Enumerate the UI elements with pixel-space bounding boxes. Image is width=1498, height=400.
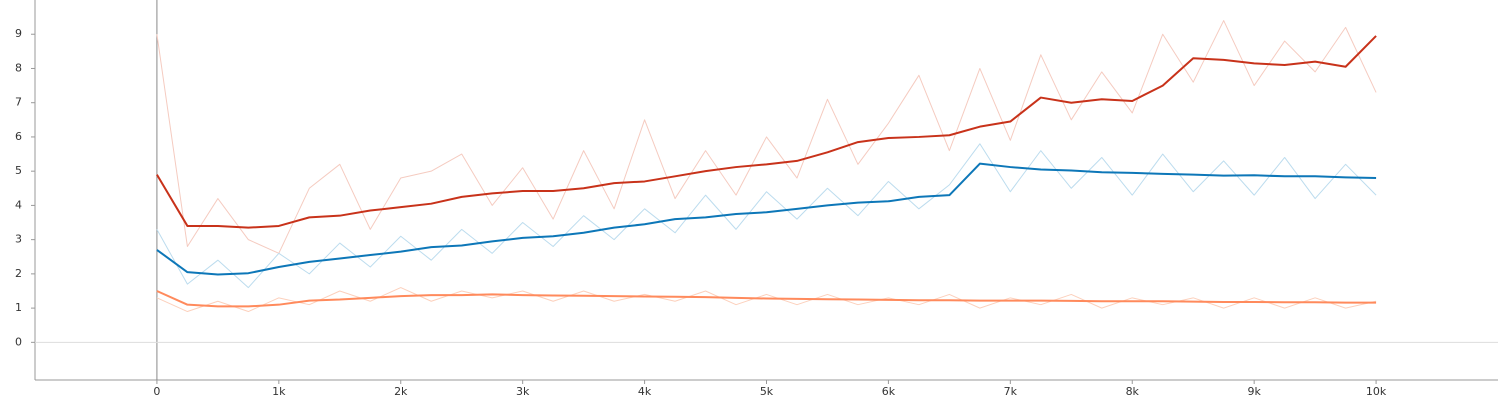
x-tick-label: 9k [1247,385,1261,398]
y-tick-label: 8 [15,61,22,74]
x-tick-label: 10k [1366,385,1387,398]
series-line [156,143,1377,289]
y-tick-label: 0 [15,335,22,348]
y-tick-label: 1 [15,301,22,314]
y-tick-label: 4 [15,198,22,211]
y-tick-label: 9 [15,27,22,40]
x-tick-label: 8k [1126,385,1140,398]
series-line [156,290,1377,308]
x-tick-label: 7k [1004,385,1018,398]
x-tick-label: 1k [272,385,286,398]
x-tick-label: 0 [153,385,160,398]
x-tick-label: 5k [760,385,774,398]
x-tick-label: 4k [638,385,652,398]
y-tick-label: 5 [15,164,22,177]
series-line [156,35,1377,229]
y-tick-label: 7 [15,96,22,109]
x-tick-label: 3k [516,385,530,398]
x-tick-label: 2k [394,385,408,398]
series-line [156,162,1377,276]
y-tick-label: 3 [15,233,22,246]
y-tick-label: 6 [15,130,22,143]
series-line [156,20,1377,254]
y-tick-label: 2 [15,267,22,280]
x-tick-label: 6k [882,385,896,398]
